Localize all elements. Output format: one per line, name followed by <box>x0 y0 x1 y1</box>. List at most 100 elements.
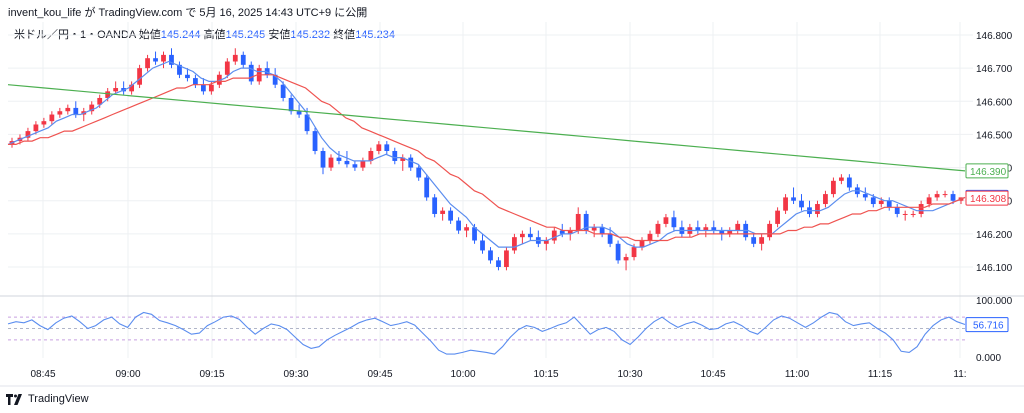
candle-body <box>488 250 493 261</box>
time-tick-label: 09:30 <box>283 369 308 380</box>
candle-body <box>799 200 804 208</box>
last-price-label-box <box>965 190 1009 206</box>
candle-body <box>791 197 796 201</box>
candle-body <box>248 64 254 82</box>
time-tick-label: 09:45 <box>367 369 392 380</box>
candle-body <box>512 237 517 251</box>
candle-body <box>583 213 589 231</box>
price-tick-label: 146.100 <box>976 263 1013 274</box>
time-tick-label: 11:15 <box>868 369 893 380</box>
candle-body <box>831 180 836 195</box>
candle-body <box>504 250 509 267</box>
ma-mid-line <box>8 74 966 242</box>
candle-body <box>519 233 525 238</box>
candle-body <box>695 227 701 231</box>
time-tick-label: 11: <box>953 369 966 380</box>
ma-slow-line <box>7 84 966 172</box>
candle-body <box>208 84 214 92</box>
candle-body <box>193 78 198 85</box>
osc-tick-label: 0.000 <box>976 353 1001 364</box>
time-tick-label: 09:00 <box>115 369 140 380</box>
time-tick-label: 09:15 <box>199 369 224 380</box>
candle-body <box>902 213 908 215</box>
candle-body <box>567 230 573 234</box>
candle-body <box>288 97 294 112</box>
candle-body <box>232 54 238 62</box>
candle-body <box>328 157 334 168</box>
time-tick-label: 11:00 <box>785 369 810 380</box>
candle-body <box>655 223 661 234</box>
candle-body <box>671 217 677 228</box>
candle-body <box>894 207 900 214</box>
candle-body <box>200 84 206 92</box>
candle-body <box>480 240 485 251</box>
candle-body <box>472 227 477 241</box>
candle-body <box>815 204 820 214</box>
candle-body <box>25 131 31 138</box>
candle-body <box>663 217 669 224</box>
candle-body <box>464 227 469 231</box>
candle-body <box>942 194 948 196</box>
candle-body <box>440 210 446 214</box>
candle-body <box>169 54 174 65</box>
candle-body <box>65 107 71 112</box>
candle-body <box>49 114 55 122</box>
candle-body <box>591 227 597 231</box>
candle-body <box>336 157 342 161</box>
candle-body <box>240 54 246 65</box>
price-tick-label: 146.600 <box>976 97 1013 108</box>
tradingview-logo-icon <box>6 393 22 405</box>
candle-body <box>177 64 182 75</box>
candle-body <box>719 230 725 234</box>
candle-body <box>950 194 956 201</box>
time-tick-label: 10:15 <box>533 369 558 380</box>
candle-body <box>216 74 222 85</box>
price-tick-label: 146.200 <box>976 230 1013 241</box>
candle-body <box>496 260 501 267</box>
publisher-header: invent_kou_life が TradingView.com で 5月 1… <box>8 7 368 19</box>
time-tick-label: 10:30 <box>617 369 642 380</box>
candle-body <box>838 177 844 181</box>
tradingview-watermark: TradingView <box>6 393 89 405</box>
candle-body <box>320 151 326 168</box>
candle-body <box>910 213 916 215</box>
candle-body <box>137 68 142 85</box>
candle-body <box>934 194 940 198</box>
candle-body <box>360 160 366 168</box>
candle-body <box>878 200 884 205</box>
watermark-text: TradingView <box>28 393 89 405</box>
ma-slow-label-box <box>965 163 1009 179</box>
candle-body <box>846 177 852 188</box>
osc-value-label: 56.716 <box>973 321 1004 332</box>
candle-body <box>400 157 406 161</box>
candle-body <box>296 111 302 115</box>
candle-body <box>264 68 270 75</box>
candle-body <box>918 204 924 214</box>
candle-body <box>623 257 629 261</box>
candle-body <box>416 167 422 178</box>
ma-slow-label: 146.390 <box>970 167 1007 178</box>
price-tick-label: 146.500 <box>976 130 1013 141</box>
time-tick-label: 08:45 <box>30 369 55 380</box>
candle-body <box>73 107 79 115</box>
candle-body <box>647 233 653 241</box>
time-tick-label: 10:00 <box>450 369 475 380</box>
candle-body <box>33 124 39 132</box>
candle-body <box>862 194 868 198</box>
candle-body <box>783 197 788 211</box>
candle-body <box>312 131 318 151</box>
candle-body <box>304 114 310 132</box>
candle-body <box>448 210 454 221</box>
candle-body <box>575 213 581 231</box>
candle-body <box>57 111 63 115</box>
candle-body <box>344 160 350 165</box>
candle-body <box>823 194 828 205</box>
candle-body <box>711 227 717 231</box>
candle-body <box>129 84 135 92</box>
candle-body <box>153 58 158 62</box>
candle-body <box>607 233 613 244</box>
candle-body <box>926 197 932 205</box>
candle-body <box>145 58 150 69</box>
candle-body <box>376 144 382 151</box>
